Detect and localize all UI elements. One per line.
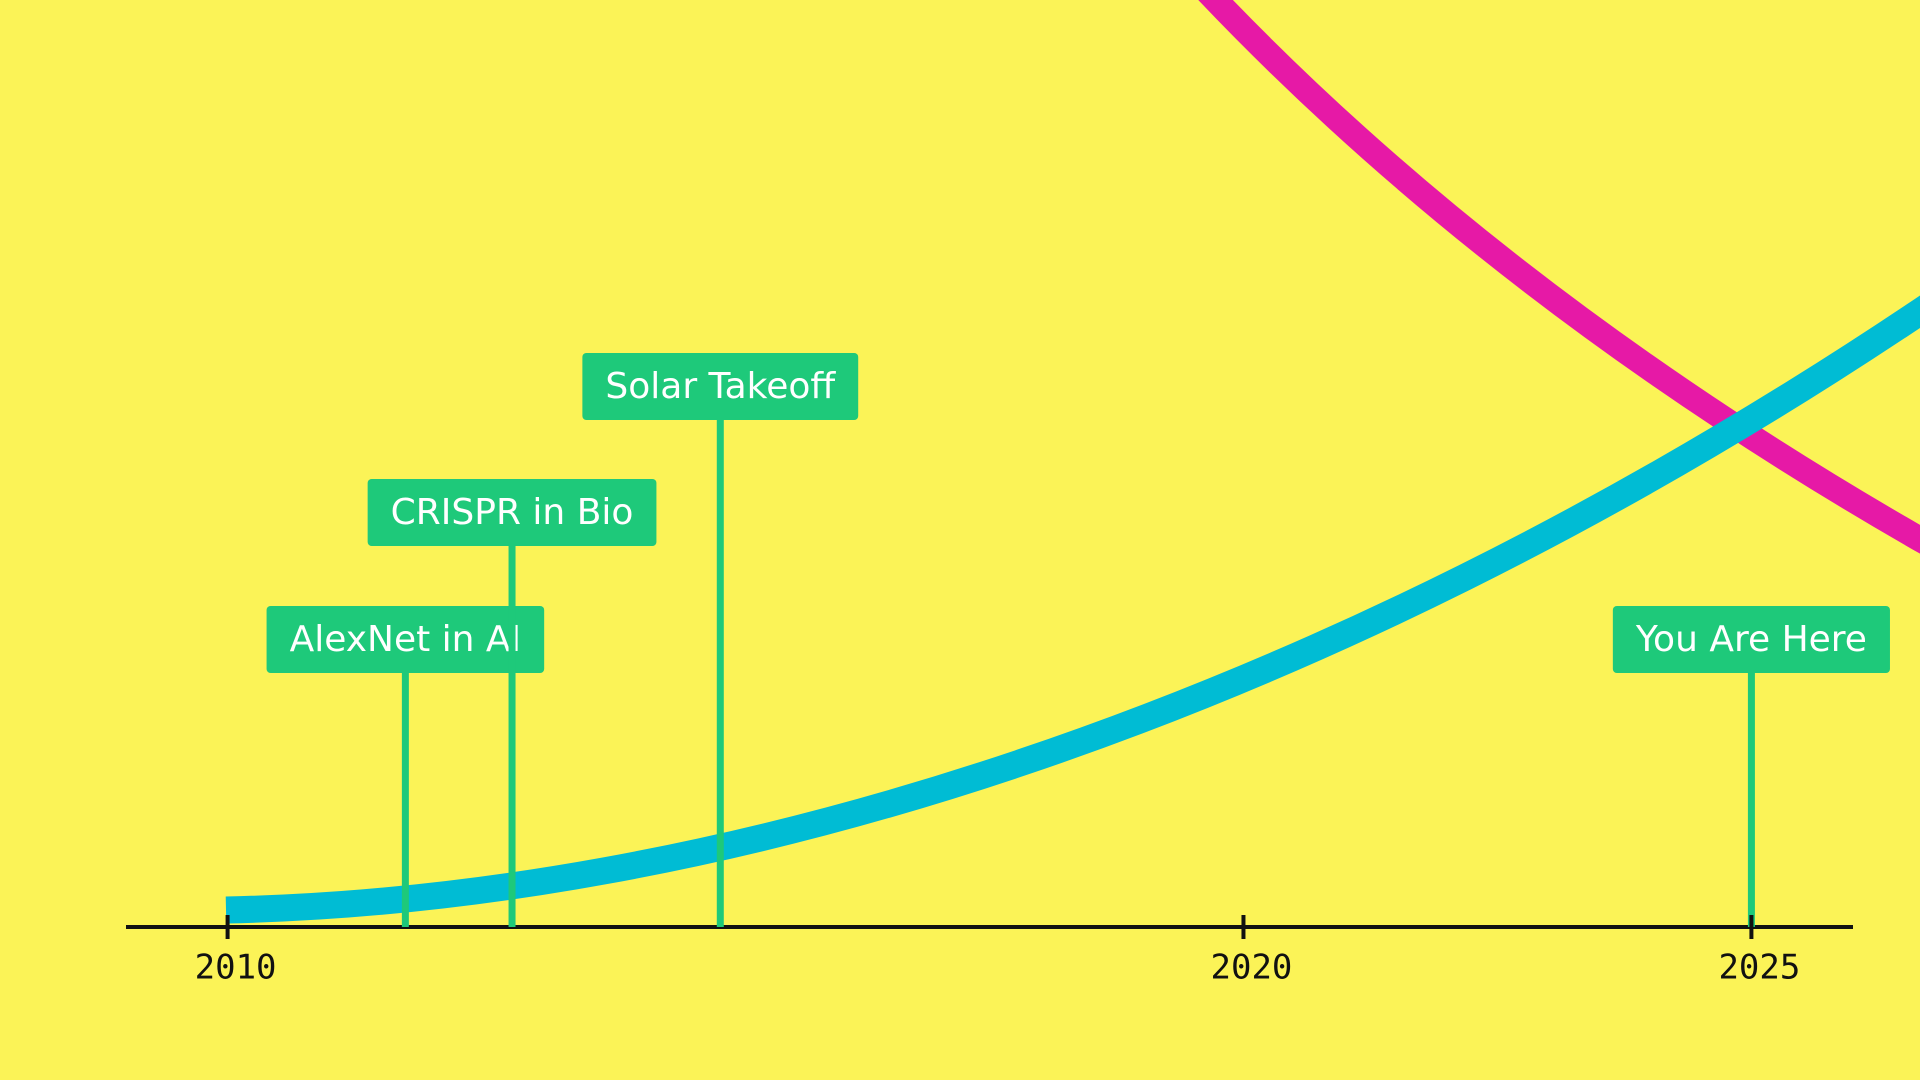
timeline: AlexNet in AI CRISPR in Bio Solar Takeoff Y…: [126, 353, 1890, 988]
event-marker: You Are Here: [1612, 606, 1890, 673]
event-label: You Are Here: [1635, 619, 1867, 660]
event-marker: AlexNet in AI: [266, 606, 545, 673]
rising-curve: [225, 295, 1920, 924]
event-marker: CRISPR in Bio: [367, 479, 657, 546]
x-tick-label: 2025: [1718, 948, 1800, 988]
x-tick-label: 2020: [1211, 948, 1293, 988]
event-label: AlexNet in AI: [290, 619, 522, 660]
x-tick-label: 2010: [195, 948, 277, 988]
event-box: [582, 353, 859, 420]
event-box: [367, 479, 657, 546]
event-marker: Solar Takeoff: [582, 353, 859, 420]
event-label: CRISPR in Bio: [391, 492, 634, 533]
event-label: Solar Takeoff: [605, 366, 836, 407]
event-box: [1612, 606, 1890, 673]
declining-curve: [1198, 0, 1920, 554]
event-box: [266, 606, 545, 673]
